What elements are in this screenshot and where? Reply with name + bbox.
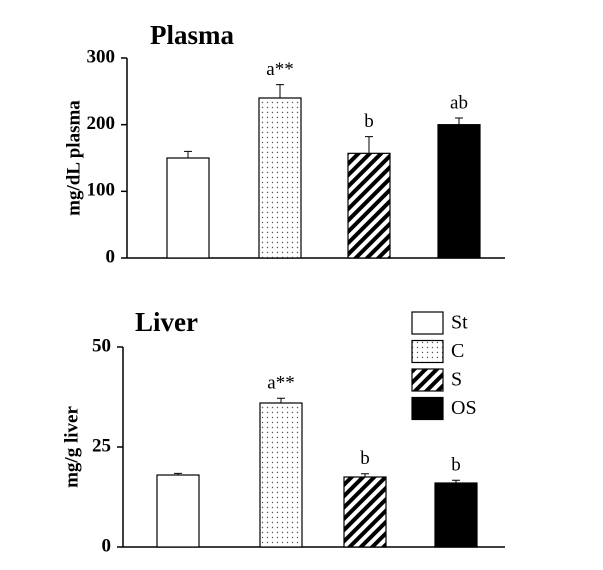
- significance-label: b: [364, 111, 374, 132]
- bar: [258, 97, 302, 259]
- y-tick-label: 50: [92, 335, 111, 356]
- error-bar: [184, 150, 192, 158]
- bar: [347, 152, 391, 259]
- error-bar: [452, 479, 460, 483]
- error-bar: [174, 472, 182, 475]
- y-tick-label: 25: [92, 435, 111, 456]
- error-bar: [277, 397, 285, 403]
- significance-label: a**: [266, 59, 293, 80]
- error-bar: [276, 84, 284, 98]
- legend-swatch: [411, 339, 444, 364]
- y-tick-label: 0: [106, 246, 116, 267]
- legend-swatch: [411, 396, 444, 421]
- y-tick-label: 100: [87, 180, 116, 201]
- bar: [434, 482, 478, 548]
- error-bar: [455, 117, 463, 125]
- legend-label: S: [451, 369, 462, 391]
- legend-label: OS: [451, 397, 477, 419]
- significance-label: b: [360, 448, 370, 469]
- significance-label: ab: [450, 92, 468, 113]
- y-tick-label: 200: [87, 113, 116, 134]
- chart-title: Plasma: [150, 20, 234, 50]
- error-bar: [361, 473, 369, 477]
- legend-label: C: [451, 340, 464, 362]
- y-axis-label: mg/g liver: [61, 406, 82, 488]
- bar: [343, 476, 387, 548]
- error-bar: [365, 136, 373, 154]
- bar: [259, 402, 303, 548]
- y-axis-label: mg/dL plasma: [63, 100, 84, 216]
- bar: [156, 474, 200, 548]
- y-tick-label: 0: [102, 535, 112, 556]
- legend-swatch: [411, 368, 444, 392]
- y-tick-label: 300: [87, 46, 116, 67]
- bar: [166, 157, 210, 259]
- legend-swatch: [411, 311, 444, 335]
- bar: [437, 124, 481, 259]
- chart-title: Liver: [135, 307, 198, 337]
- significance-label: a**: [267, 373, 294, 394]
- significance-label: b: [451, 455, 461, 476]
- legend-label: St: [451, 312, 468, 334]
